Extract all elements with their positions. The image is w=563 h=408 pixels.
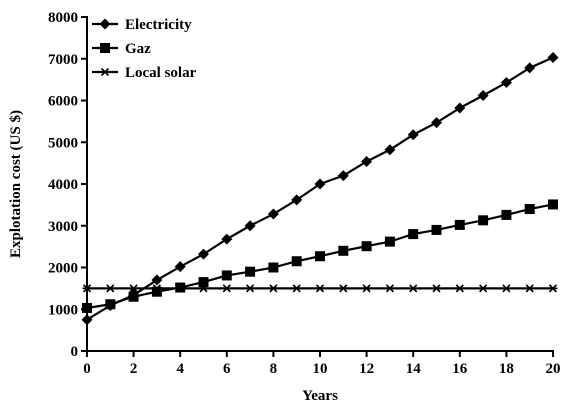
legend-marker-local-solar bbox=[100, 67, 110, 77]
x-tick-label: 6 bbox=[223, 361, 231, 377]
data-point-electricity bbox=[431, 117, 442, 129]
data-point-local-solar bbox=[222, 284, 232, 293]
data-point-gaz bbox=[315, 251, 325, 262]
x-tick-label: 0 bbox=[83, 361, 91, 377]
data-point-electricity bbox=[174, 261, 186, 273]
data-point-gaz bbox=[478, 215, 489, 226]
data-point-local-solar bbox=[129, 284, 139, 293]
legend-label-local-solar: Local solar bbox=[125, 65, 197, 81]
x-tick-label: 2 bbox=[130, 361, 138, 377]
x-tick-label: 10 bbox=[313, 361, 328, 377]
x-tick-label: 14 bbox=[406, 361, 422, 377]
legend-marker-electricity bbox=[99, 18, 111, 30]
x-tick-label: 4 bbox=[176, 361, 184, 377]
data-point-gaz bbox=[268, 262, 279, 273]
data-point-local-solar bbox=[268, 284, 278, 293]
legend-label-electricity: Electricity bbox=[125, 17, 192, 33]
data-point-electricity bbox=[500, 77, 512, 89]
data-point-electricity bbox=[267, 208, 279, 220]
x-ticks: 0 2 4 6 8 10 12 14 16 18 20 bbox=[83, 351, 561, 377]
data-point-electricity bbox=[524, 62, 536, 74]
x-tick-label: 20 bbox=[546, 361, 561, 377]
data-point-local-solar bbox=[385, 284, 395, 293]
data-point-gaz bbox=[128, 291, 139, 302]
data-point-local-solar bbox=[548, 284, 558, 293]
x-tick-label: 18 bbox=[499, 361, 514, 377]
x-tick-label: 16 bbox=[452, 361, 468, 377]
data-point-local-solar bbox=[245, 284, 255, 293]
data-point-electricity bbox=[547, 51, 559, 63]
data-point-gaz bbox=[105, 299, 116, 310]
data-point-local-solar bbox=[292, 284, 302, 293]
data-point-local-solar bbox=[408, 284, 418, 293]
data-point-gaz bbox=[198, 277, 209, 288]
y-tick-label: 8000 bbox=[48, 10, 78, 26]
data-point-local-solar bbox=[152, 284, 162, 293]
data-point-local-solar bbox=[362, 284, 372, 293]
y-tick-label: 5000 bbox=[48, 135, 78, 151]
data-point-gaz bbox=[431, 224, 442, 235]
data-point-local-solar bbox=[175, 284, 185, 293]
data-point-gaz bbox=[291, 256, 302, 267]
data-point-electricity bbox=[384, 144, 396, 156]
data-point-gaz bbox=[338, 245, 349, 256]
legend-label-gaz: Gaz bbox=[125, 41, 151, 57]
data-point-local-solar bbox=[315, 284, 325, 293]
data-point-gaz bbox=[524, 204, 535, 215]
data-point-gaz bbox=[548, 199, 558, 210]
data-point-electricity bbox=[291, 194, 303, 206]
data-point-local-solar bbox=[338, 284, 348, 293]
y-axis-title: Explotation cost (US $) bbox=[8, 110, 24, 258]
plot-markers bbox=[81, 51, 559, 326]
x-axis-title: Years bbox=[302, 388, 338, 404]
y-tick-label: 1000 bbox=[48, 302, 78, 318]
data-point-local-solar bbox=[478, 284, 488, 293]
data-point-local-solar bbox=[105, 284, 115, 293]
data-point-gaz bbox=[454, 219, 465, 230]
data-point-electricity bbox=[151, 274, 163, 286]
data-point-electricity bbox=[244, 220, 256, 232]
y-tick-label: 2000 bbox=[48, 261, 78, 277]
data-point-electricity bbox=[337, 170, 349, 182]
y-tick-label: 7000 bbox=[48, 52, 78, 68]
data-point-gaz bbox=[384, 236, 395, 247]
x-tick-label: 8 bbox=[270, 361, 278, 377]
data-point-gaz bbox=[501, 209, 512, 220]
y-tick-label: 4000 bbox=[48, 177, 78, 193]
data-point-gaz bbox=[408, 229, 419, 240]
data-point-electricity bbox=[221, 233, 233, 245]
y-tick-label: 0 bbox=[71, 344, 79, 360]
data-point-local-solar bbox=[455, 284, 465, 293]
data-point-electricity bbox=[314, 178, 326, 190]
data-point-local-solar bbox=[199, 284, 208, 293]
y-ticks: 0 1000 2000 3000 4000 5000 6000 7000 8000 bbox=[48, 10, 87, 360]
x-tick-label: 12 bbox=[359, 361, 374, 377]
legend: Electricity Gaz Local solar bbox=[92, 17, 197, 81]
data-point-electricity bbox=[198, 248, 209, 260]
data-point-electricity bbox=[477, 89, 489, 101]
data-point-local-solar bbox=[432, 284, 441, 293]
y-tick-label: 3000 bbox=[48, 219, 78, 235]
data-point-gaz bbox=[245, 266, 256, 277]
data-point-gaz bbox=[221, 270, 232, 281]
data-point-local-solar bbox=[525, 284, 535, 293]
legend-marker-gaz bbox=[100, 43, 110, 53]
data-point-electricity bbox=[454, 102, 466, 114]
data-point-electricity bbox=[361, 155, 373, 167]
data-point-electricity bbox=[407, 129, 419, 141]
data-point-gaz bbox=[361, 241, 372, 252]
data-point-local-solar bbox=[501, 284, 511, 293]
data-point-gaz bbox=[151, 286, 162, 297]
y-tick-label: 6000 bbox=[48, 94, 78, 110]
